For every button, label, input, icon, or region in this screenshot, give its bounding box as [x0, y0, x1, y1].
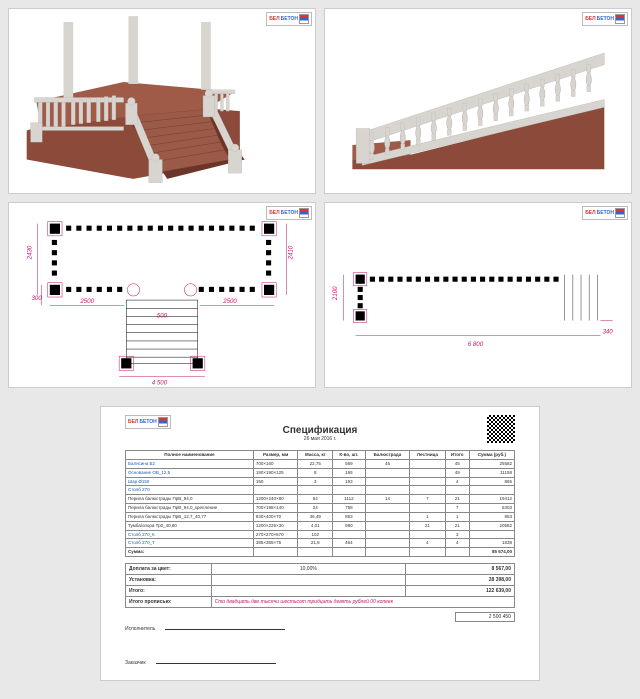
logo: БЕЛБЕТОН — [266, 12, 312, 26]
executor-sig: Исполнитель — [125, 626, 515, 632]
spec-sheet: БЕЛБЕТОН Спецификация 26 мая 2016 г. Пол… — [100, 406, 540, 681]
qr-code — [487, 415, 515, 443]
table-row: Столб 270 — [126, 486, 515, 495]
dim-d: 2430 — [26, 245, 33, 260]
dim-d2: 2410 — [288, 245, 295, 260]
table-row: Перила балюстрады ПрВ_12,7_40,77830×400×… — [126, 512, 515, 521]
render-rail-panel: БЕЛБЕТОН — [324, 8, 632, 194]
table-row: Основание ОВ_12,5190×190×12581654911158 — [126, 468, 515, 477]
logo-flag — [299, 14, 309, 24]
dim-w2: 2500 — [222, 298, 237, 305]
spec-date: 26 мая 2016 г. — [125, 436, 515, 442]
table-row: Балясина Б2700×16022,75569454525582 — [126, 459, 515, 468]
grand-total: 2 500 450 — [455, 612, 515, 622]
plan-porch-panel: БЕЛБЕТОН — [8, 202, 316, 388]
dim-off: 340 — [602, 329, 613, 336]
logo-t2: БЕТОН — [281, 16, 298, 22]
written-amount: Сто двадцать две тысячи шестьсот тридцат… — [211, 597, 514, 608]
dim-off: 300 — [31, 295, 42, 302]
dim-stair-w: 4 500 — [152, 380, 168, 387]
table-row: Столб 270_Т385×385×7521,8464441838 — [126, 539, 515, 548]
dim-gap: 500 — [157, 312, 168, 319]
plan-rail-panel: БЕЛБЕТОН 6 800 2100 340 — [324, 202, 632, 388]
logo: БЕЛБЕТОН — [582, 206, 628, 220]
table-row: Перила балюстрады ПрВ_94,01200×240×80541… — [126, 495, 515, 504]
table-row: Перила балюстрады ПрВ_94,0_крепление700×… — [126, 504, 515, 513]
logo: БЕЛБЕТОН — [582, 12, 628, 26]
totals-table: Доплата за цвет:10,00%8 567,00Установка:… — [125, 563, 515, 608]
plan-rail: 6 800 2100 340 — [325, 203, 631, 387]
render-rail — [325, 9, 631, 193]
table-row: Шар Ø15015031934865 — [126, 477, 515, 486]
dim-w: 6 800 — [468, 341, 484, 348]
logo-t1: БЕЛ — [269, 16, 279, 22]
spec-table: Полное наименованиеРазмер, ммМасса, кгК-… — [125, 450, 515, 557]
table-row: Тумба/опора Тр0_40,801200×225×304,019802… — [126, 521, 515, 530]
dim-w1: 2500 — [79, 298, 94, 305]
dim-d: 2100 — [332, 286, 339, 301]
plan-porch: 2500 2500 2430 2410 4 500 300 500 — [9, 203, 315, 387]
customer-sig: Заказчик — [125, 660, 515, 666]
render-porch-panel: БЕЛБЕТОН — [8, 8, 316, 194]
logo: БЕЛБЕТОН — [266, 206, 312, 220]
render-porch — [9, 9, 315, 193]
table-row: Столб 270_К270×270×6701023 — [126, 530, 515, 539]
logo: БЕЛБЕТОН — [125, 415, 171, 429]
written-label: Итого прописью: — [126, 597, 212, 608]
spec-title: Спецификация — [125, 425, 515, 436]
